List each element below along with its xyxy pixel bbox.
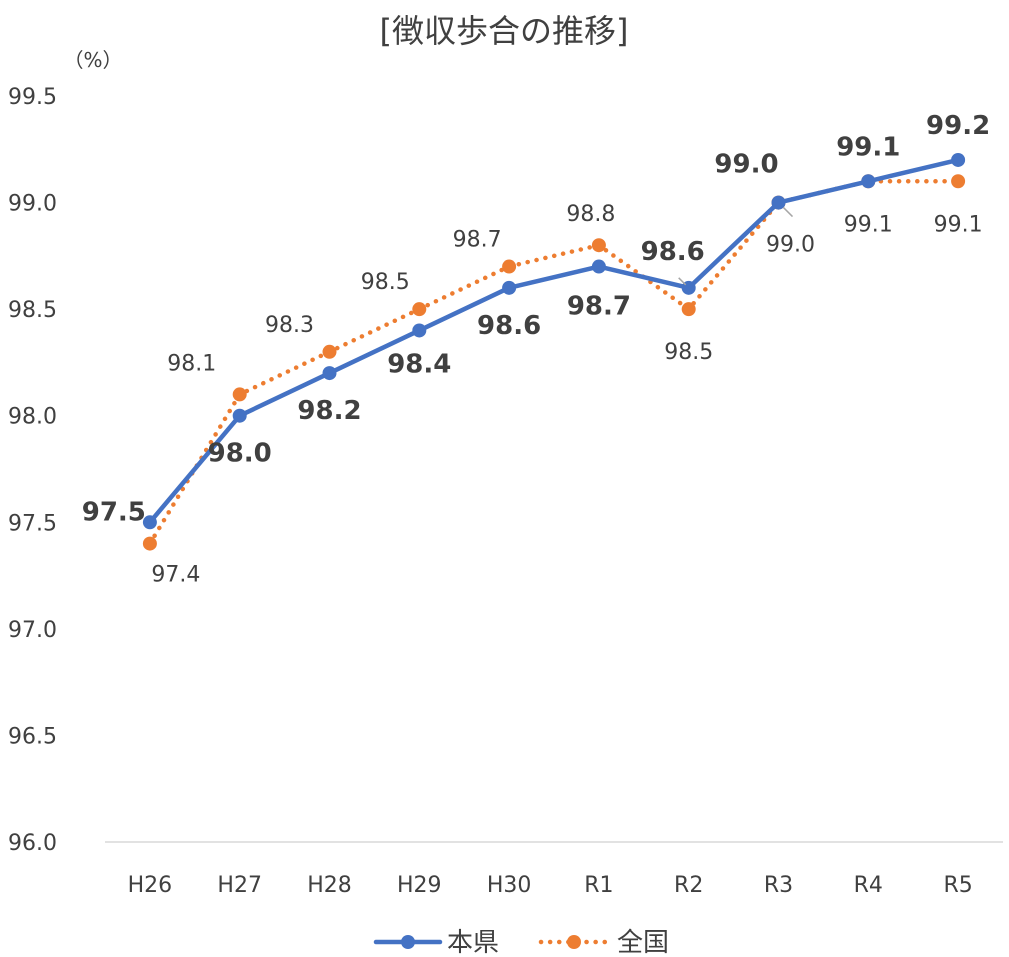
series-0 — [142, 152, 966, 530]
label-series-0-H27: 98.0 — [208, 439, 272, 469]
chart-title: [徴収歩合の推移] — [380, 12, 629, 50]
y-axis-ticks: 96.0 96.5 97.0 97.5 98.0 98.5 99.0 99.5 — [8, 85, 57, 856]
label-series-0-H26: 97.5 — [82, 497, 146, 527]
label-series-0-R5: 99.2 — [926, 111, 990, 141]
series-1-point-H26 — [142, 536, 157, 551]
legend-label-series-0: 本県 — [447, 928, 499, 957]
x-tick-label-R5: R5 — [943, 873, 972, 898]
x-tick-label-R2: R2 — [674, 873, 703, 898]
label-series-0-R4: 99.1 — [836, 132, 900, 162]
label-series-1-R5: 99.1 — [934, 212, 983, 237]
legend-label-series-1: 全国 — [617, 928, 669, 957]
x-tick-label-H28: H28 — [307, 873, 352, 898]
y-tick-label-5: 98.5 — [8, 298, 57, 323]
x-axis-ticks: H26 H27 H28 H29 H30 R1 R2 R3 R4 R5 — [128, 873, 973, 898]
series-layer — [142, 152, 966, 551]
y-tick-label-2: 97.0 — [8, 618, 57, 643]
y-axis-unit: （%） — [63, 48, 122, 72]
label-series-1-R4: 99.1 — [844, 212, 893, 237]
label-series-0-R3: 99.0 — [714, 150, 778, 180]
label-series-0-R2: 98.6 — [641, 237, 705, 267]
x-tick-label-H29: H29 — [397, 873, 442, 898]
series-0-point-H27 — [232, 408, 247, 423]
series-1-point-H30 — [502, 259, 517, 274]
series-0-point-R5 — [951, 152, 966, 167]
series-1-point-H28 — [322, 344, 337, 359]
y-tick-label-4: 98.0 — [8, 405, 57, 430]
series-1-point-R5 — [951, 174, 966, 189]
series-1-point-H29 — [412, 302, 427, 317]
x-tick-label-H26: H26 — [128, 873, 173, 898]
y-tick-label-0: 96.0 — [8, 831, 57, 856]
series-0-point-H29 — [412, 323, 427, 338]
legend-marker-series-0 — [401, 935, 415, 949]
y-tick-label-1: 96.5 — [8, 724, 57, 749]
label-series-0-H30: 98.6 — [477, 311, 541, 341]
series-1-point-R2 — [681, 302, 696, 317]
series-1 — [142, 174, 966, 551]
label-series-0-H29: 98.4 — [387, 349, 451, 379]
label-series-1-R3: 99.0 — [766, 233, 815, 258]
x-tick-label-R4: R4 — [854, 873, 883, 898]
series-line-0 — [147, 157, 961, 525]
data-labels: 97.5 98.0 98.2 98.4 98.6 98.7 98.6 99.0 99.1 99.2… — [82, 111, 990, 588]
x-tick-label-R3: R3 — [764, 873, 793, 898]
label-series-1-R1: 98.8 — [566, 202, 615, 227]
series-line-1 — [147, 179, 961, 546]
label-series-1-H29: 98.5 — [361, 270, 410, 295]
series-1-point-R1 — [591, 238, 606, 253]
leader-line-R2 — [678, 277, 687, 286]
series-0-point-R1 — [591, 259, 606, 274]
series-0-point-R3 — [771, 195, 786, 210]
label-series-1-H30: 98.7 — [453, 228, 502, 253]
legend-marker-series-1 — [567, 935, 581, 949]
y-tick-label-3: 97.5 — [8, 511, 57, 536]
series-0-point-H28 — [322, 366, 337, 381]
series-0-point-R4 — [861, 174, 876, 189]
label-series-1-H26: 97.4 — [151, 563, 200, 588]
label-series-1-H28: 98.3 — [265, 313, 314, 338]
series-0-point-H30 — [502, 280, 517, 295]
label-series-0-H28: 98.2 — [297, 396, 361, 426]
label-series-0-R1: 98.7 — [567, 292, 631, 322]
label-series-1-R2: 98.5 — [664, 340, 713, 365]
y-tick-label-6: 99.0 — [8, 192, 57, 217]
legend: 本県 全国 — [373, 928, 669, 957]
y-tick-label-7: 99.5 — [8, 85, 57, 110]
x-tick-label-H30: H30 — [487, 873, 532, 898]
series-1-point-H27 — [232, 387, 247, 402]
leader-line-R3 — [782, 207, 794, 218]
x-tick-label-R1: R1 — [584, 873, 613, 898]
x-tick-label-H27: H27 — [217, 873, 262, 898]
series-0-point-H26 — [142, 515, 157, 530]
label-series-1-H27: 98.1 — [167, 351, 216, 376]
